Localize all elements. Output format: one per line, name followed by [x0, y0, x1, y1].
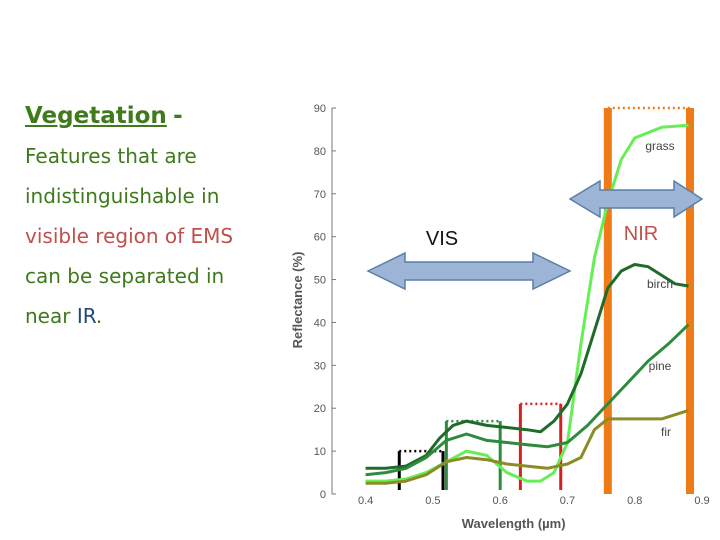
slide-title-line: Vegetation -: [25, 96, 295, 136]
vis-label: VIS: [426, 228, 458, 250]
y-tick-label: 90: [314, 103, 326, 115]
text-line-4: can be separated in: [25, 264, 225, 288]
nir-label: NIR: [624, 223, 658, 245]
series-label-birch: birch: [647, 277, 673, 291]
text-line-1: Features that are: [25, 144, 197, 168]
series-line-pine: [365, 323, 690, 477]
series-label-fir: fir: [661, 425, 671, 439]
series-line-grass: [365, 123, 689, 483]
series-line-fir: [365, 408, 689, 485]
series-label-grass: grass: [645, 139, 674, 153]
text-line-3: visible region of EMS: [25, 216, 295, 256]
x-tick-label: 0.4: [358, 495, 373, 507]
x-axis-title: Wavelength (µm): [462, 516, 566, 531]
text-line-5-ir: IR: [76, 304, 96, 328]
text-line-5-period: .: [95, 304, 103, 328]
text-line-5: near IR.: [25, 296, 295, 336]
text-line-3-part1: visible region of: [25, 224, 185, 248]
x-tick-label: 0.9: [694, 495, 709, 507]
x-tick-label: 0.7: [560, 495, 575, 507]
slide-text: Vegetation - Features that are indisting…: [25, 96, 295, 336]
y-tick-label: 50: [314, 275, 326, 287]
slide-title: Vegetation: [25, 103, 167, 129]
x-tick-label: 0.6: [493, 495, 508, 507]
y-tick-label: 30: [314, 360, 326, 372]
x-tick-label: 0.5: [425, 495, 440, 507]
y-tick-label: 0: [320, 489, 326, 501]
y-tick-label: 10: [314, 446, 326, 458]
text-line-3-ems: EMS: [190, 224, 234, 248]
y-tick-label: 70: [314, 189, 326, 201]
vis-double-arrow: [366, 251, 572, 291]
y-tick-label: 60: [314, 232, 326, 244]
y-tick-label: 40: [314, 317, 326, 329]
nir-double-arrow: [568, 179, 704, 219]
series-label-pine: pine: [649, 359, 672, 373]
series-line-birch: [365, 263, 689, 470]
y-tick-label: 80: [314, 146, 326, 158]
text-line-2: indistinguishable in: [25, 184, 220, 208]
text-line-5-near: near: [25, 304, 71, 328]
y-axis-title: Reflectance (%): [290, 252, 305, 349]
slide-title-dash: -: [173, 103, 183, 129]
y-tick-label: 20: [314, 403, 326, 415]
x-tick-label: 0.8: [627, 495, 642, 507]
